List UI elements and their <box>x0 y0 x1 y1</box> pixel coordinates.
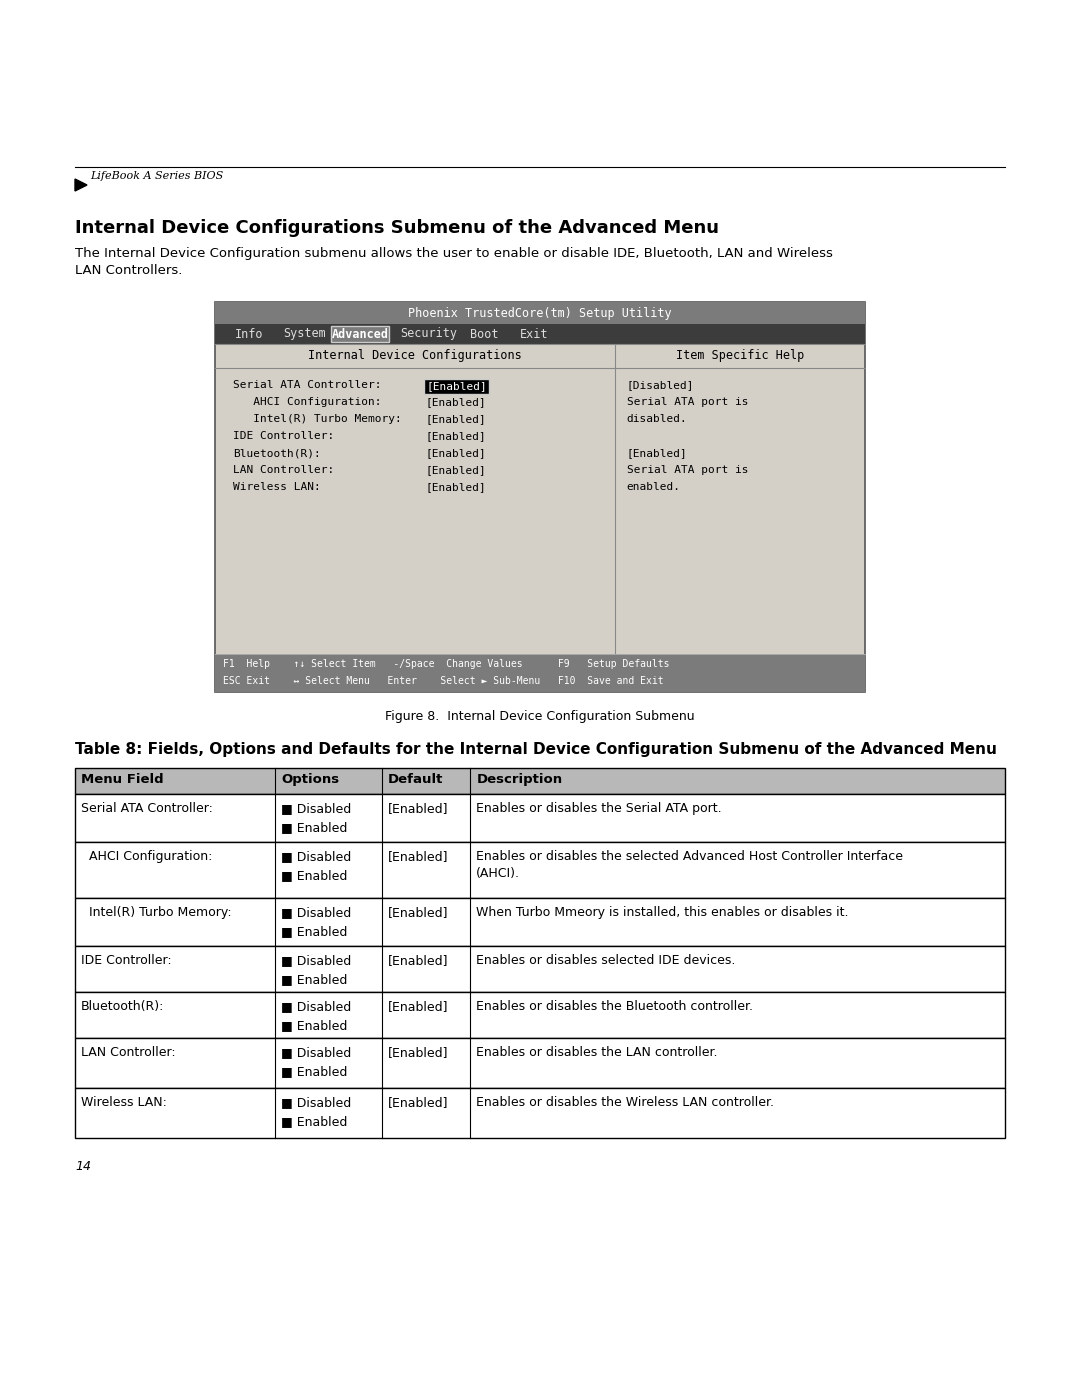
Text: Exit: Exit <box>519 327 549 341</box>
Text: Advanced: Advanced <box>332 327 389 341</box>
Bar <box>330 326 389 342</box>
Bar <box>75 1088 1005 1139</box>
Text: AHCI Configuration:: AHCI Configuration: <box>81 849 213 863</box>
Text: Enables or disables the Serial ATA port.: Enables or disables the Serial ATA port. <box>476 802 721 814</box>
Text: Boot: Boot <box>470 327 499 341</box>
Text: [Enabled]: [Enabled] <box>388 849 448 863</box>
Text: The Internal Device Configuration submenu allows the user to enable or disable I: The Internal Device Configuration submen… <box>75 247 833 277</box>
Polygon shape <box>75 179 87 191</box>
Text: enabled.: enabled. <box>626 482 680 492</box>
Text: Enables or disables the selected Advanced Host Controller Interface
(AHCI).: Enables or disables the selected Advance… <box>476 849 903 880</box>
Text: Security: Security <box>400 327 457 341</box>
Text: ■ Disabled
■ Enabled: ■ Disabled ■ Enabled <box>281 954 351 986</box>
Text: Intel(R) Turbo Memory:: Intel(R) Turbo Memory: <box>81 907 231 919</box>
Text: [Disabled]: [Disabled] <box>626 380 694 390</box>
Text: Default: Default <box>388 773 443 787</box>
Text: Enables or disables selected IDE devices.: Enables or disables selected IDE devices… <box>476 954 735 967</box>
Text: [Enabled]: [Enabled] <box>388 1097 448 1109</box>
Bar <box>75 946 1005 992</box>
Text: Table 8: Fields, Options and Defaults for the Internal Device Configuration Subm: Table 8: Fields, Options and Defaults fo… <box>75 742 997 757</box>
Text: [Enabled]: [Enabled] <box>388 1046 448 1059</box>
Text: When Turbo Mmeory is installed, this enables or disables it.: When Turbo Mmeory is installed, this ena… <box>476 907 849 919</box>
Text: Enables or disables the Wireless LAN controller.: Enables or disables the Wireless LAN con… <box>476 1097 774 1109</box>
Text: Item Specific Help: Item Specific Help <box>676 349 804 362</box>
Text: ■ Disabled
■ Enabled: ■ Disabled ■ Enabled <box>281 1097 351 1127</box>
Text: Serial ATA Controller:: Serial ATA Controller: <box>233 380 381 390</box>
Bar <box>215 302 865 692</box>
Text: Menu Field: Menu Field <box>81 773 164 787</box>
Text: [Enabled]: [Enabled] <box>388 954 448 967</box>
Text: Figure 8.  Internal Device Configuration Submenu: Figure 8. Internal Device Configuration … <box>386 710 694 724</box>
Text: IDE Controller:: IDE Controller: <box>233 432 334 441</box>
Bar <box>75 1038 1005 1088</box>
Text: IDE Controller:: IDE Controller: <box>81 954 172 967</box>
Text: Info: Info <box>235 327 264 341</box>
Text: LAN Controller:: LAN Controller: <box>233 465 334 475</box>
Text: [Enabled]: [Enabled] <box>426 414 486 425</box>
Text: Bluetooth(R):: Bluetooth(R): <box>233 448 321 458</box>
Text: LAN Controller:: LAN Controller: <box>81 1046 176 1059</box>
Text: [Enabled]: [Enabled] <box>426 432 486 441</box>
Text: Internal Device Configurations: Internal Device Configurations <box>308 349 522 362</box>
Text: Serial ATA port is: Serial ATA port is <box>626 465 748 475</box>
Bar <box>75 898 1005 946</box>
Bar <box>215 654 865 692</box>
Text: Phoenix TrustedCore(tm) Setup Utility: Phoenix TrustedCore(tm) Setup Utility <box>408 306 672 320</box>
Text: LifeBook A Series BIOS: LifeBook A Series BIOS <box>90 170 224 182</box>
Text: ■ Disabled
■ Enabled: ■ Disabled ■ Enabled <box>281 849 351 882</box>
Text: [Enabled]: [Enabled] <box>426 482 486 492</box>
Bar <box>75 842 1005 898</box>
Bar <box>75 793 1005 842</box>
Text: Serial ATA port is: Serial ATA port is <box>626 397 748 407</box>
Bar <box>75 768 1005 793</box>
Text: AHCI Configuration:: AHCI Configuration: <box>233 397 381 407</box>
Text: Internal Device Configurations Submenu of the Advanced Menu: Internal Device Configurations Submenu o… <box>75 219 719 237</box>
Text: ■ Disabled
■ Enabled: ■ Disabled ■ Enabled <box>281 907 351 937</box>
Text: Wireless LAN:: Wireless LAN: <box>233 482 321 492</box>
Text: [Enabled]: [Enabled] <box>388 802 448 814</box>
Text: ESC Exit    ↔ Select Menu   Enter    Select ► Sub-Menu   F10  Save and Exit: ESC Exit ↔ Select Menu Enter Select ► Su… <box>222 676 663 686</box>
Text: disabled.: disabled. <box>626 414 688 425</box>
Text: Intel(R) Turbo Memory:: Intel(R) Turbo Memory: <box>233 414 402 425</box>
Text: Enables or disables the Bluetooth controller.: Enables or disables the Bluetooth contro… <box>476 1000 753 1013</box>
Bar <box>215 324 865 344</box>
Bar <box>75 992 1005 1038</box>
Text: Serial ATA Controller:: Serial ATA Controller: <box>81 802 213 814</box>
Text: Description: Description <box>476 773 563 787</box>
Text: [Enabled]: [Enabled] <box>426 465 486 475</box>
Text: System: System <box>283 327 326 341</box>
Text: 14: 14 <box>75 1160 91 1173</box>
Bar <box>424 379 489 394</box>
Bar <box>75 768 1005 793</box>
Text: [Enabled]: [Enabled] <box>388 1000 448 1013</box>
Text: F1  Help    ↑↓ Select Item   -/Space  Change Values      F9   Setup Defaults: F1 Help ↑↓ Select Item -/Space Change Va… <box>222 659 670 669</box>
Text: [Enabled]: [Enabled] <box>626 448 688 458</box>
Text: [Enabled]: [Enabled] <box>427 381 487 391</box>
Text: Wireless LAN:: Wireless LAN: <box>81 1097 167 1109</box>
Text: ■ Disabled
■ Enabled: ■ Disabled ■ Enabled <box>281 802 351 834</box>
Text: [Enabled]: [Enabled] <box>426 448 486 458</box>
Text: ■ Disabled
■ Enabled: ■ Disabled ■ Enabled <box>281 1000 351 1032</box>
Text: Options: Options <box>281 773 339 787</box>
Text: Enables or disables the LAN controller.: Enables or disables the LAN controller. <box>476 1046 718 1059</box>
Text: [Enabled]: [Enabled] <box>426 397 486 407</box>
Text: ■ Disabled
■ Enabled: ■ Disabled ■ Enabled <box>281 1046 351 1078</box>
Bar <box>215 302 865 324</box>
Text: Bluetooth(R):: Bluetooth(R): <box>81 1000 164 1013</box>
Text: [Enabled]: [Enabled] <box>388 907 448 919</box>
